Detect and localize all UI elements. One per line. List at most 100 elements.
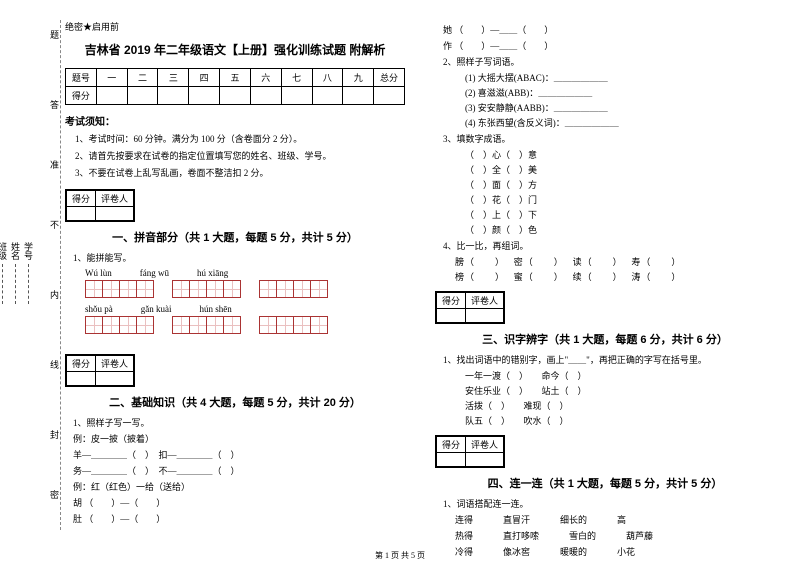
word-item: 寿（ ） <box>631 257 681 267</box>
word-item: 密（ ） <box>514 257 560 267</box>
example-text: 例：皮一披（披着） <box>73 432 405 445</box>
writing-grid-row <box>85 316 405 334</box>
right-column: 她 （ ）—＿＿（ ） 作 （ ）—＿＿（ ） 2、照样子写词语。 (1) 大摇… <box>420 20 785 555</box>
char-grid <box>259 316 328 334</box>
score-header: 六 <box>250 69 281 87</box>
exam-title: 吉林省 2019 年二年级语文【上册】强化训练试题 附解析 <box>65 41 405 58</box>
seal-dash-line <box>60 20 61 530</box>
question-prompt: 2、照样子写词语。 <box>443 55 775 68</box>
pinyin-text: gǎn kuài <box>141 304 172 314</box>
fill-line-row: 胡 （ ）—（ ） <box>73 496 405 509</box>
score-cell <box>250 87 281 105</box>
char-grid <box>85 280 154 298</box>
word-item: 榜（ ） <box>455 272 501 282</box>
scorebox-cell <box>466 453 504 467</box>
score-cell <box>189 87 220 105</box>
fill-line-row: 羊—＿＿＿＿（ ） 扣—＿＿＿＿（ ） <box>73 448 405 461</box>
match-item: 葫芦藤 <box>626 529 653 542</box>
idiom-fill: （ ）心（ ）意 <box>465 148 775 161</box>
scorebox-label: 得分 <box>67 356 96 372</box>
score-header: 四 <box>189 69 220 87</box>
question-prompt: 3、填数字成语。 <box>443 132 775 145</box>
table-row: 得分 <box>66 87 405 105</box>
question-prompt: 1、照样子写一写。 <box>73 416 405 429</box>
char-grid <box>172 280 241 298</box>
match-row: 热得 直打哆嗦 雪白的 葫芦藤 <box>455 529 775 542</box>
match-item: 热得 <box>455 529 473 542</box>
question-prompt: 1、词语搭配连一连。 <box>443 497 775 510</box>
scorebox-label: 评卷人 <box>96 191 134 207</box>
question-prompt: 1、找出词语中的错别字，画上"＿＿"，再把正确的字写在括号里。 <box>443 353 775 366</box>
sub-item: (2) 喜滋滋(ABB)：＿＿＿＿＿＿ <box>465 86 775 99</box>
word-item: 膀（ ） <box>455 257 501 267</box>
section-heading: 三、识字辨字（共 1 大题，每题 6 分，共计 6 分） <box>435 331 775 347</box>
char-grid <box>85 316 154 334</box>
match-item: 高 <box>617 513 626 526</box>
sub-item: (1) 大摇大摆(ABAC)：＿＿＿＿＿＿ <box>465 71 775 84</box>
section-score-box: 得分评卷人 <box>65 189 135 222</box>
gutter-field: 班级 <box>0 242 9 304</box>
word-item: 读（ ） <box>573 257 619 267</box>
idiom-fill: （ ）全（ ）美 <box>465 163 775 176</box>
score-header: 八 <box>312 69 343 87</box>
scorebox-cell <box>466 309 504 323</box>
score-cell: 得分 <box>66 87 97 105</box>
pinyin-text: shǒu pà <box>85 304 113 314</box>
notice-item: 3、不要在试卷上乱写乱画，卷面不整洁扣 2 分。 <box>75 166 405 179</box>
table-row: 题号 一 二 三 四 五 六 七 八 九 总分 <box>66 69 405 87</box>
pinyin-text: hú xiāng <box>197 268 228 278</box>
idiom-fill: （ ）面（ ）方 <box>465 178 775 191</box>
score-summary-table: 题号 一 二 三 四 五 六 七 八 九 总分 得分 <box>65 68 405 105</box>
pinyin-text: fáng wū <box>140 268 169 278</box>
score-header: 二 <box>127 69 158 87</box>
match-item: 细长的 <box>560 513 587 526</box>
question-prompt: 4、比一比，再组词。 <box>443 239 775 252</box>
fill-line-row: 务—＿＿＿＿（ ） 不—＿＿＿＿（ ） <box>73 464 405 477</box>
compare-row: 膀（ ） 密（ ） 读（ ） 寿（ ） <box>455 255 775 268</box>
section-heading: 四、连一连（共 1 大题，每题 5 分，共计 5 分） <box>435 475 775 491</box>
error-find-row: 一年一渡（ ） 命今（ ） <box>465 369 775 382</box>
score-cell <box>374 87 405 105</box>
match-item: 直打哆嗦 <box>503 529 539 542</box>
writing-grid-row <box>85 280 405 298</box>
section-heading: 一、拼音部分（共 1 大题，每题 5 分，共计 5 分） <box>65 229 405 245</box>
score-header: 总分 <box>374 69 405 87</box>
idiom-fill: （ ）花（ ）门 <box>465 193 775 206</box>
scorebox-label: 得分 <box>437 293 466 309</box>
exam-page: 绝密★启用前 吉林省 2019 年二年级语文【上册】强化训练试题 附解析 题号 … <box>0 0 800 565</box>
pinyin-row: shǒu pà gǎn kuài hún shēn <box>85 304 405 314</box>
error-find-row: 安住乐业（ ） 站土（ ） <box>465 384 775 397</box>
scorebox-cell <box>67 372 96 386</box>
error-find-row: 队五（ ） 吹水（ ） <box>465 414 775 427</box>
scorebox-label: 评卷人 <box>466 437 504 453</box>
scorebox-cell <box>96 207 134 221</box>
section-score-box: 得分评卷人 <box>65 354 135 387</box>
scorebox-cell <box>96 372 134 386</box>
score-cell <box>312 87 343 105</box>
fill-line-row: 肚 （ ）—（ ） <box>73 512 405 525</box>
notice-item: 2、请首先按要求在试卷的指定位置填写您的姓名、班级、学号。 <box>75 149 405 162</box>
notice-item: 1、考试时间：60 分钟。满分为 100 分（含卷面分 2 分）。 <box>75 132 405 145</box>
score-header: 题号 <box>66 69 97 87</box>
score-header: 五 <box>220 69 251 87</box>
pinyin-row: Wú lùn fáng wū hú xiāng <box>85 268 405 278</box>
char-grid <box>259 280 328 298</box>
binding-gutter: 学号 姓名 班级 学校 乡镇(街道) <box>0 0 35 545</box>
page-footer: 第 1 页 共 5 页 <box>0 550 800 561</box>
scorebox-label: 评卷人 <box>96 356 134 372</box>
word-item: 涛（ ） <box>631 272 681 282</box>
scorebox-cell <box>437 453 466 467</box>
score-header: 三 <box>158 69 189 87</box>
scorebox-label: 得分 <box>67 191 96 207</box>
idiom-fill: （ ）上（ ）下 <box>465 208 775 221</box>
score-cell <box>343 87 374 105</box>
section-score-box: 得分评卷人 <box>435 435 505 468</box>
example-text: 例：红（红色）一给（送给） <box>73 480 405 493</box>
gutter-field: 姓名 <box>9 242 22 304</box>
score-header: 七 <box>281 69 312 87</box>
score-cell <box>127 87 158 105</box>
sub-item: (4) 东张西望(含反义词)：＿＿＿＿＿＿ <box>465 116 775 129</box>
fill-line-row: 作 （ ）—＿＿（ ） <box>443 39 775 52</box>
pinyin-text: hún shēn <box>200 304 232 314</box>
match-item: 连得 <box>455 513 473 526</box>
